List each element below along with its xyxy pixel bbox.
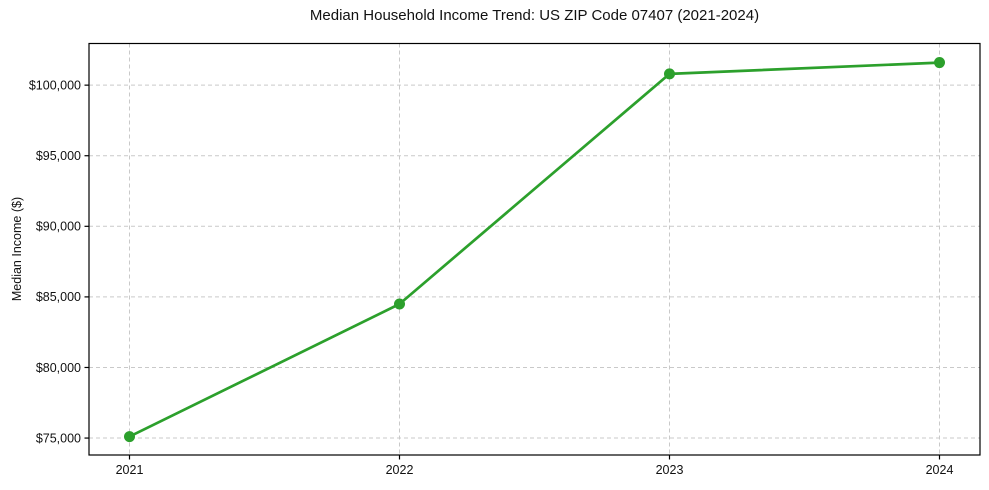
y-tick-label: $80,000 bbox=[36, 361, 81, 375]
data-point bbox=[394, 298, 405, 310]
y-tick-label: $85,000 bbox=[36, 290, 81, 304]
trend-line bbox=[128, 61, 941, 438]
data-point bbox=[934, 57, 945, 69]
data-point bbox=[664, 68, 675, 80]
x-tick-label: 2023 bbox=[656, 463, 684, 477]
y-tick-label: $75,000 bbox=[36, 431, 81, 445]
x-tick-label: 2024 bbox=[926, 463, 954, 477]
chart-title: Median Household Income Trend: US ZIP Co… bbox=[309, 7, 760, 24]
x-tick-label: 2021 bbox=[116, 463, 144, 477]
data-point bbox=[124, 431, 135, 443]
x-tick-label: 2022 bbox=[386, 463, 414, 477]
y-tick-label: $95,000 bbox=[36, 149, 81, 163]
y-tick-label: $100,000 bbox=[29, 78, 81, 92]
plot-border bbox=[88, 42, 981, 456]
y-tick-label: $90,000 bbox=[36, 220, 81, 234]
